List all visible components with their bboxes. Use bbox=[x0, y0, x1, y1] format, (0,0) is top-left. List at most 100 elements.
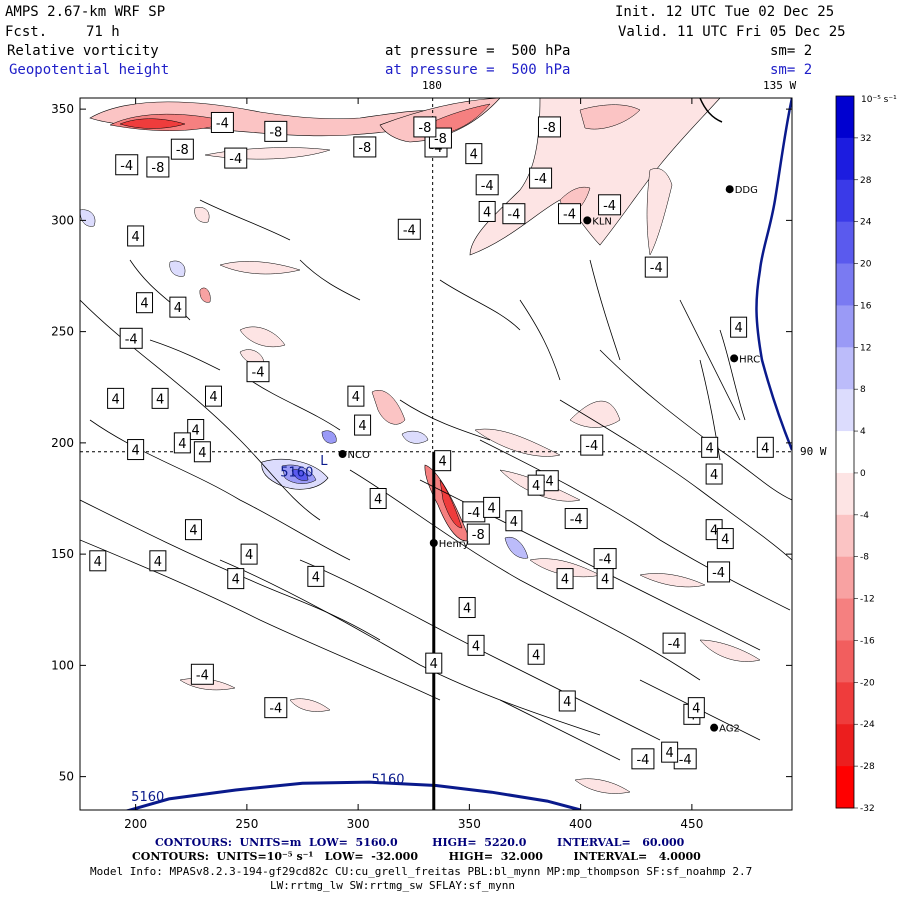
init-time: Init. 12 UTC Tue 02 Dec 25 bbox=[615, 4, 835, 20]
vorticity-label: -8 bbox=[418, 121, 431, 136]
vorticity-label: -4 bbox=[668, 637, 681, 652]
vorticity-label: -8 bbox=[269, 125, 282, 140]
vorticity-label-box bbox=[730, 316, 748, 338]
colorbar-swatch bbox=[836, 96, 854, 139]
vorticity-label: -4 bbox=[216, 116, 229, 131]
colorbar-tick-label: -32 bbox=[860, 804, 875, 814]
colorbar-swatch bbox=[836, 514, 854, 558]
station-label: HRC bbox=[739, 354, 760, 365]
vorticity-label: -4 bbox=[712, 566, 725, 581]
y-tick-label: 300 bbox=[51, 213, 74, 227]
station-dot bbox=[710, 723, 719, 732]
vorticity-label: -8 bbox=[472, 528, 485, 543]
vorticity-label-box bbox=[580, 434, 604, 456]
vorticity-label: 4 bbox=[358, 419, 366, 434]
vorticity-label: 4 bbox=[532, 479, 540, 494]
vorticity-label: 4 bbox=[510, 515, 518, 530]
vorticity-label: -4 bbox=[603, 199, 616, 214]
colorbar-tick-label: -20 bbox=[860, 678, 875, 688]
vorticity-label-box bbox=[224, 147, 248, 169]
valid-time: Valid. 11 UTC Fri 05 Dec 25 bbox=[618, 24, 846, 40]
vorticity-label: 4 bbox=[131, 230, 139, 245]
colorbar-swatch bbox=[836, 347, 854, 390]
fcst-label: Fcst. bbox=[5, 24, 48, 40]
station-dot bbox=[730, 354, 739, 363]
colorbar-swatch bbox=[836, 556, 854, 600]
smoothing-vorticity: sm= 2 bbox=[770, 43, 813, 59]
vorticity-label: 4 bbox=[439, 455, 447, 470]
vorticity-label: 4 bbox=[563, 695, 571, 710]
vorticity-label-box bbox=[169, 296, 187, 318]
vorticity-label-box bbox=[537, 116, 561, 138]
vorticity-label-box bbox=[151, 387, 169, 409]
vorticity-label-box bbox=[598, 194, 622, 216]
colorbar-swatch bbox=[836, 263, 854, 306]
vorticity-label: -4 bbox=[125, 332, 138, 347]
colorbar-tick-label: 12 bbox=[860, 343, 871, 353]
vorticity-label-box bbox=[465, 143, 483, 165]
pressure-height: at pressure = 500 hPa bbox=[385, 62, 571, 78]
vorticity-label: 4 bbox=[734, 321, 742, 336]
colorbar-swatch bbox=[836, 724, 854, 767]
vorticity-label: -4 bbox=[650, 261, 663, 276]
vorticity-label-box bbox=[425, 652, 443, 674]
colorbar-swatch bbox=[836, 389, 854, 432]
colorbar: 32 28 24 20 16 12 8 4 0 -4 -8 -12 -16 -20 -24 -28 -32 bbox=[835, 95, 875, 814]
vorticity-label-box bbox=[127, 439, 145, 461]
vorticity-label-box bbox=[184, 519, 202, 541]
vorticity-label-box bbox=[644, 256, 668, 278]
vorticity-label-box bbox=[458, 597, 476, 619]
vorticity-label-box bbox=[347, 385, 365, 407]
vorticity-label: 4 bbox=[245, 548, 253, 563]
vorticity-label-box bbox=[127, 225, 145, 247]
lon-label-135w: 135 W bbox=[763, 79, 797, 92]
vorticity-label-box bbox=[354, 414, 372, 436]
smoothing-height: sm= 2 bbox=[770, 62, 813, 78]
x-tick-label: 400 bbox=[569, 817, 592, 831]
colorbar-tick-label: 20 bbox=[860, 260, 872, 270]
station-dot bbox=[725, 185, 734, 194]
station-dot bbox=[338, 450, 347, 458]
vorticity-label: 4 bbox=[131, 444, 139, 459]
colorbar-units: 10⁻⁵ s⁻¹ bbox=[861, 95, 897, 105]
colorbar-tick-label: -4 bbox=[860, 511, 869, 521]
vorticity-label: 4 bbox=[430, 657, 438, 672]
vorticity-label-box bbox=[115, 154, 139, 176]
field-height: Geopotential height bbox=[9, 62, 170, 78]
vorticity-label-box bbox=[716, 528, 734, 550]
vorticity-label: -4 bbox=[570, 513, 583, 528]
vorticity-label-box bbox=[413, 116, 437, 138]
vorticity-label-box bbox=[467, 634, 485, 656]
vorticity-label-box bbox=[187, 419, 205, 441]
footer-height-contours: CONTOURS: UNITS=m LOW= 5160.0 HIGH= 5220… bbox=[155, 836, 685, 849]
y-tick-label: 250 bbox=[51, 325, 74, 339]
vorticity-label: 4 bbox=[140, 297, 148, 312]
y-tick-label: 200 bbox=[51, 436, 74, 450]
vorticity-label: -4 bbox=[120, 159, 133, 174]
vorticity-label: 4 bbox=[710, 468, 718, 483]
height-label-5160-center: 5160 bbox=[371, 772, 404, 787]
vorticity-label: -4 bbox=[467, 506, 480, 521]
model-title: AMPS 2.67-km WRF SP bbox=[5, 4, 166, 20]
vorticity-label-box bbox=[661, 741, 679, 763]
colorbar-tick-label: 24 bbox=[860, 218, 872, 228]
vorticity-label: 4 bbox=[156, 392, 164, 407]
vorticity-label-box bbox=[264, 120, 288, 142]
vorticity-label: 4 bbox=[761, 441, 769, 456]
y-tick-label: 350 bbox=[51, 102, 74, 116]
vorticity-label: 4 bbox=[352, 390, 360, 405]
vorticity-label-box bbox=[662, 632, 686, 654]
x-tick-label: 450 bbox=[680, 817, 703, 831]
vorticity-label-box bbox=[107, 387, 125, 409]
vorticity-label: 4 bbox=[483, 205, 491, 220]
colorbar-tick-label: 16 bbox=[860, 301, 872, 311]
vorticity-label-box bbox=[527, 643, 545, 665]
station-label: KLN bbox=[592, 216, 612, 227]
vorticity-label-box bbox=[707, 561, 731, 583]
vorticity-label-box bbox=[558, 690, 576, 712]
pressure-vorticity: at pressure = 500 hPa bbox=[385, 43, 571, 59]
vorticity-label: -4 bbox=[636, 753, 649, 768]
vorticity-label-box bbox=[89, 550, 107, 572]
vorticity-label-box bbox=[369, 488, 387, 509]
vorticity-label: -4 bbox=[599, 553, 612, 568]
